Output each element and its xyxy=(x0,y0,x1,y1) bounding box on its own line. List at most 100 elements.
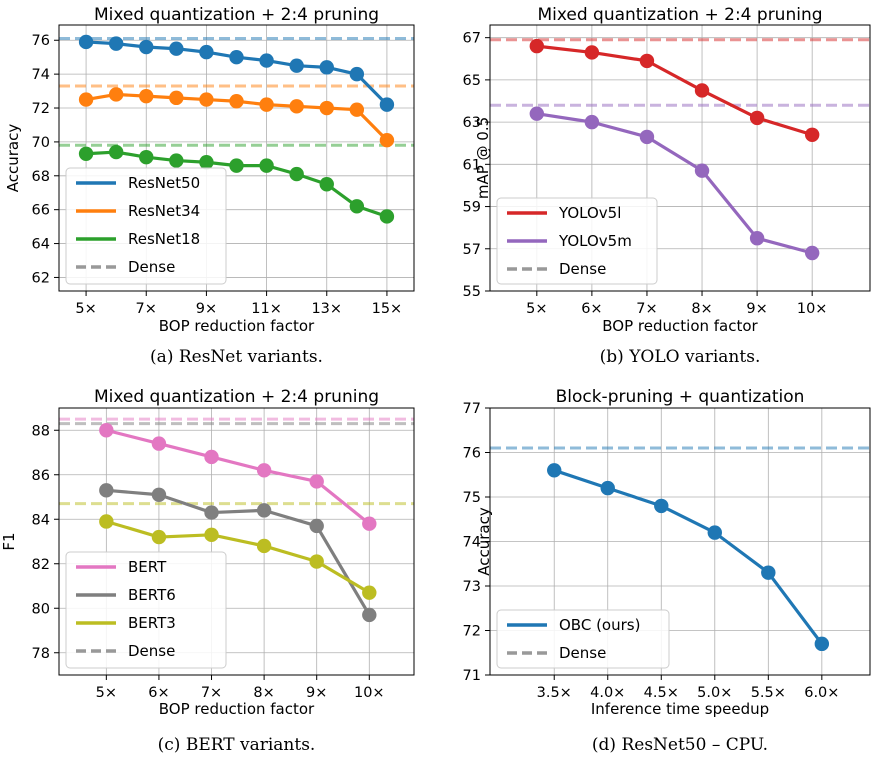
data-point xyxy=(204,449,219,465)
x-tick-label: 5.5× xyxy=(751,685,786,701)
y-tick-label: 74 xyxy=(32,67,50,83)
data-point xyxy=(309,474,324,489)
legend-label: BERT xyxy=(128,558,167,576)
data-point xyxy=(204,505,219,520)
data-point xyxy=(349,102,365,117)
data-point xyxy=(761,565,776,580)
x-tick-label: 9× xyxy=(196,301,217,317)
x-tick-label: 6.0× xyxy=(804,685,839,701)
y-tick-label: 88 xyxy=(32,423,50,439)
data-point xyxy=(349,66,365,82)
plot-frame xyxy=(489,24,871,292)
series-line xyxy=(106,488,371,616)
data-point xyxy=(349,199,365,214)
data-point xyxy=(259,158,274,173)
x-tick-label: 4.0× xyxy=(590,685,625,701)
data-point xyxy=(379,97,395,112)
y-tick-label: 64 xyxy=(32,237,50,253)
chart-title: Mixed quantization + 2:4 pruning xyxy=(537,5,822,25)
plot-frame xyxy=(58,407,415,676)
y-tick-label: 84 xyxy=(32,512,50,528)
figure-caption: (b) YOLO variants. xyxy=(600,347,761,367)
data-point xyxy=(749,110,765,126)
legend-label: ResNet50 xyxy=(128,174,200,192)
x-tick-label: 7× xyxy=(636,301,657,317)
data-point xyxy=(584,45,600,60)
data-point xyxy=(259,53,274,68)
x-tick-label: 3.5× xyxy=(537,685,572,701)
data-point xyxy=(289,166,304,182)
y-tick-label: 77 xyxy=(463,401,481,417)
legend-box xyxy=(65,551,227,669)
x-axis-label: BOP reduction factor xyxy=(159,700,315,718)
chart-panel-2: 55 57 59 61 63 65 67 5× 6× 7× 8× 9× 10× Mixed quantiz… xyxy=(463,5,871,367)
data-point xyxy=(256,503,272,518)
data-point xyxy=(309,518,324,534)
y-tick-label: 73 xyxy=(463,579,481,595)
data-point xyxy=(169,153,184,168)
x-tick-label: 8× xyxy=(691,301,712,317)
data-point xyxy=(319,60,334,75)
chart-title: Mixed quantization + 2:4 pruning xyxy=(94,387,379,407)
data-point xyxy=(694,83,710,98)
data-point xyxy=(229,94,244,109)
data-point xyxy=(259,97,274,112)
data-point xyxy=(529,106,545,121)
data-point xyxy=(151,436,167,451)
y-axis-label: Accuracy xyxy=(475,507,493,576)
series-line xyxy=(536,44,813,137)
y-tick-label: 55 xyxy=(463,284,481,300)
data-point xyxy=(139,39,154,55)
figure-caption: (c) BERT variants. xyxy=(158,735,316,755)
x-tick-label: 15× xyxy=(372,301,403,317)
data-point xyxy=(654,498,669,514)
x-axis-label: BOP reduction factor xyxy=(159,317,315,335)
x-tick-label: 11× xyxy=(251,301,282,317)
legend-label: Dense xyxy=(559,644,606,662)
data-point xyxy=(749,231,765,246)
data-point xyxy=(108,87,124,102)
x-tick-label: 9× xyxy=(306,685,327,701)
data-point xyxy=(319,177,334,192)
legend: BERT BERT6 BERT3 Dense xyxy=(65,551,227,669)
y-tick-label: 71 xyxy=(463,668,481,684)
y-tick-label: 74 xyxy=(463,535,481,551)
series-line xyxy=(105,428,371,525)
data-point xyxy=(379,133,395,148)
chart-panel-1: 62 64 66 68 70 72 74 76 5× 7× 9× 11× 13× 15× Mixed qua… xyxy=(4,5,415,367)
data-point xyxy=(309,554,324,569)
data-point xyxy=(256,538,272,554)
data-point xyxy=(99,423,114,438)
y-tick-label: 61 xyxy=(463,157,481,173)
figure-caption: (d) ResNet50 – CPU. xyxy=(592,735,768,755)
series-line xyxy=(105,519,371,595)
chart-panel-4: 71 72 73 74 75 76 77 3.5× 4.0× 4.5× 5.0× 5.5× 6.0× Bl… xyxy=(463,387,871,755)
data-point xyxy=(151,529,167,545)
data-point xyxy=(600,480,615,496)
y-tick-label: 70 xyxy=(32,135,50,151)
legend-label: ResNet18 xyxy=(128,230,200,248)
legend: OBC (ours) Dense xyxy=(496,609,670,669)
y-tick-label: 72 xyxy=(32,101,50,117)
data-point xyxy=(204,527,219,543)
y-tick-label: 78 xyxy=(32,646,50,662)
x-tick-label: 6× xyxy=(148,685,169,701)
data-point xyxy=(169,41,184,56)
legend-label: YOLOv5m xyxy=(558,232,632,250)
y-axis-label: mAP @ 0.5 xyxy=(474,117,492,199)
data-point xyxy=(362,585,377,600)
x-tick-label: 5× xyxy=(96,685,117,701)
x-tick-label: 5× xyxy=(75,301,96,317)
data-point xyxy=(694,163,710,178)
data-point xyxy=(379,209,395,224)
legend: ResNet50 ResNet34 ResNet18 Dense xyxy=(65,167,227,285)
chart-title: Block-pruning + quantization xyxy=(556,387,805,407)
data-point xyxy=(108,144,124,160)
legend-label: Dense xyxy=(559,260,606,278)
data-point xyxy=(814,636,830,652)
y-tick-label: 59 xyxy=(463,200,481,216)
y-tick-label: 75 xyxy=(463,490,481,506)
data-point xyxy=(139,149,154,165)
data-point xyxy=(169,90,184,106)
